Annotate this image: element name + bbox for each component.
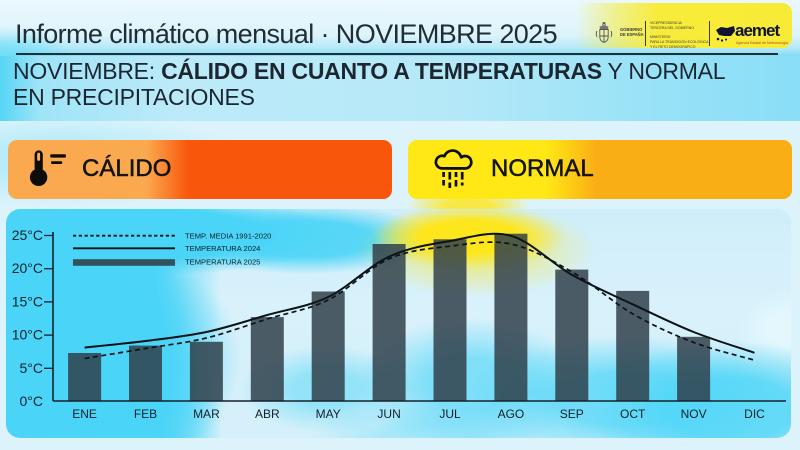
svg-text:FEB: FEB bbox=[134, 407, 157, 421]
svg-text:ABR: ABR bbox=[255, 407, 280, 421]
svg-text:TEMP. MEDIA 1991-2020: TEMP. MEDIA 1991-2020 bbox=[185, 232, 271, 241]
svg-text:20°C: 20°C bbox=[12, 260, 43, 276]
svg-text:25°C: 25°C bbox=[12, 227, 43, 243]
svg-text:10°C: 10°C bbox=[12, 327, 43, 343]
svg-text:5°C: 5°C bbox=[20, 360, 44, 376]
svg-text:JUN: JUN bbox=[377, 407, 400, 421]
svg-text:TEMPERATURA 2024: TEMPERATURA 2024 bbox=[185, 244, 260, 253]
svg-text:TEMPERATURA 2025: TEMPERATURA 2025 bbox=[185, 258, 260, 267]
svg-text:JUL: JUL bbox=[439, 407, 461, 421]
svg-text:MAY: MAY bbox=[316, 407, 341, 421]
svg-text:15°C: 15°C bbox=[12, 293, 43, 309]
svg-text:SEP: SEP bbox=[560, 407, 584, 421]
svg-text:AGO: AGO bbox=[498, 407, 525, 421]
svg-text:OCT: OCT bbox=[620, 407, 646, 421]
svg-text:ENE: ENE bbox=[72, 407, 97, 421]
svg-text:MAR: MAR bbox=[193, 407, 220, 421]
svg-text:0°C: 0°C bbox=[20, 393, 44, 409]
svg-text:DIC: DIC bbox=[744, 407, 765, 421]
svg-text:NOV: NOV bbox=[681, 407, 707, 421]
